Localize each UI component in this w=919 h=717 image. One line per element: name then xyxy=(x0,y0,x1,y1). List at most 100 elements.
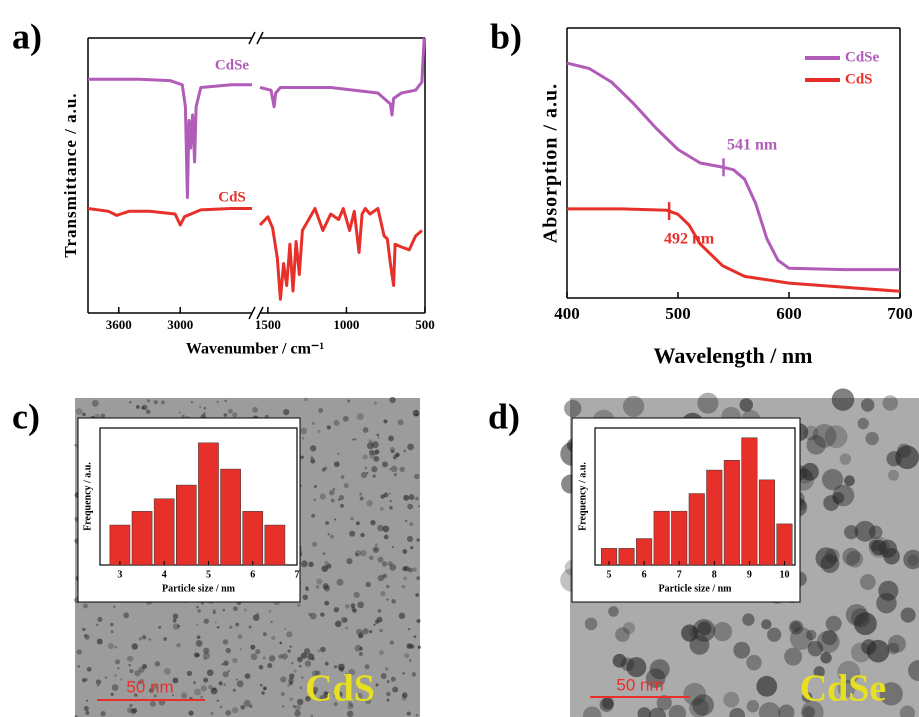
x-axis-label: Wavenumber / cm⁻¹ xyxy=(186,341,324,358)
x-tick-label: 7 xyxy=(677,569,682,580)
particle xyxy=(601,697,614,710)
particle xyxy=(310,714,314,717)
particle xyxy=(310,458,316,464)
particle xyxy=(342,617,348,623)
x-tick-label: 9 xyxy=(747,569,752,580)
particle xyxy=(356,413,364,421)
particle xyxy=(294,710,301,717)
particle xyxy=(393,473,397,477)
particle xyxy=(219,705,223,709)
particle xyxy=(364,664,370,670)
particle xyxy=(564,399,582,418)
x-tick-label: 6 xyxy=(250,569,255,580)
particle xyxy=(128,663,132,667)
particle xyxy=(267,663,273,669)
particle xyxy=(378,650,384,656)
particle xyxy=(368,439,373,444)
x-tick-label: 10 xyxy=(779,569,789,580)
particle xyxy=(380,590,386,597)
particle xyxy=(689,698,709,717)
bar xyxy=(618,548,635,566)
particle xyxy=(326,425,331,430)
particle xyxy=(222,639,229,645)
particle xyxy=(365,581,371,588)
particle xyxy=(216,401,219,404)
particle xyxy=(232,606,238,612)
particle xyxy=(225,710,232,716)
particle xyxy=(141,635,147,640)
particle xyxy=(259,684,263,687)
particle xyxy=(354,644,362,652)
particle xyxy=(138,637,142,641)
particle xyxy=(161,400,165,405)
particle xyxy=(756,675,778,697)
particle xyxy=(141,663,148,670)
particle xyxy=(333,694,338,698)
particle xyxy=(324,661,329,666)
particle xyxy=(347,399,351,403)
particle xyxy=(899,705,915,717)
particle xyxy=(360,532,365,538)
particle xyxy=(141,405,145,410)
particle xyxy=(374,619,380,624)
particle xyxy=(333,665,338,669)
x-tick-label: 500 xyxy=(665,304,691,323)
particle xyxy=(337,498,341,501)
particle xyxy=(379,628,383,633)
particle xyxy=(239,648,242,651)
particle xyxy=(218,681,223,686)
particle xyxy=(381,561,388,567)
particle xyxy=(129,703,133,708)
particle xyxy=(76,649,82,655)
particle xyxy=(200,685,207,692)
particle xyxy=(803,425,819,441)
axis-break xyxy=(248,306,256,320)
particle xyxy=(203,657,206,660)
image-label: CdS xyxy=(305,668,375,710)
particle xyxy=(389,499,392,503)
particle xyxy=(346,710,354,717)
particle xyxy=(359,646,363,651)
particle xyxy=(176,642,181,648)
particle xyxy=(82,678,87,683)
particle xyxy=(407,503,414,510)
particle xyxy=(289,697,294,702)
particle xyxy=(181,414,185,418)
particle xyxy=(386,691,391,697)
particle xyxy=(77,665,80,668)
particle xyxy=(339,666,345,672)
particle xyxy=(135,405,140,409)
particle xyxy=(322,552,326,555)
particle xyxy=(406,711,411,716)
particle xyxy=(402,549,408,554)
series-line xyxy=(567,207,901,293)
particle xyxy=(876,592,897,614)
particle xyxy=(137,680,142,685)
particle xyxy=(172,613,179,620)
particle xyxy=(126,707,133,713)
particle xyxy=(348,668,356,676)
particle xyxy=(250,644,256,650)
particle xyxy=(287,684,290,687)
particle xyxy=(322,583,329,590)
particle xyxy=(403,494,410,501)
particle xyxy=(325,695,329,699)
particle xyxy=(210,711,214,715)
particle xyxy=(896,443,912,458)
particle xyxy=(95,623,99,627)
x-axis-label: Particle size / nm xyxy=(658,583,732,594)
particle xyxy=(311,670,319,677)
particle xyxy=(358,633,363,639)
bar xyxy=(741,437,758,566)
particle xyxy=(310,445,317,452)
particle xyxy=(375,543,378,546)
x-tick-label: 6 xyxy=(642,569,647,580)
particle xyxy=(382,573,387,579)
particle xyxy=(389,396,396,404)
particle xyxy=(304,397,308,402)
particle xyxy=(366,472,369,475)
particle xyxy=(326,563,332,569)
x-tick-label: 7 xyxy=(295,569,300,580)
series-line xyxy=(566,61,900,272)
